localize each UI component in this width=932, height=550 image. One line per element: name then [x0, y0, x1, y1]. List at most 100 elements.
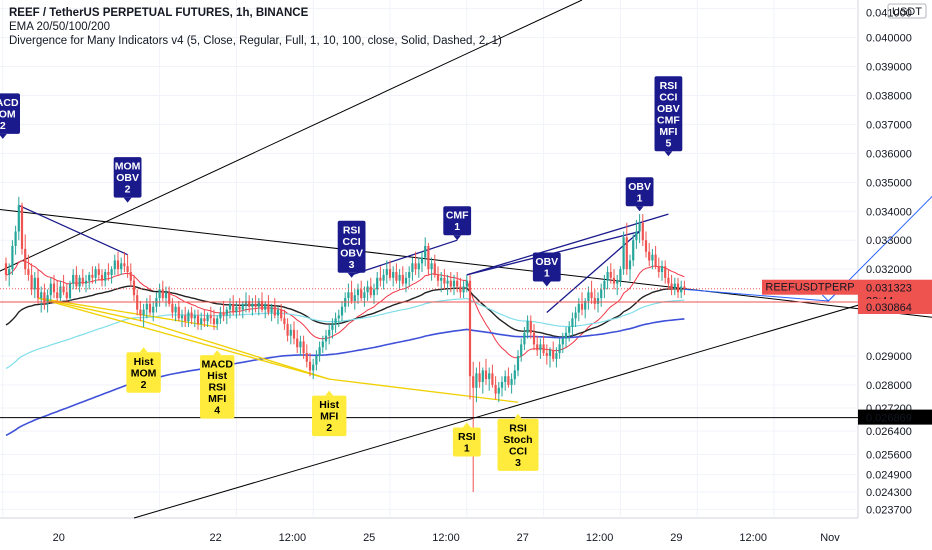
candle-body	[369, 286, 372, 296]
candle-body	[417, 263, 420, 270]
divergence-indicator-legend[interactable]: Divergence for Many Indicators v4 (5, Cl…	[9, 35, 502, 47]
bearish-divergence-label[interactable]: MACDMOM2	[0, 93, 20, 139]
candle-body	[382, 274, 385, 281]
candle-body	[331, 324, 334, 330]
trend-line[interactable]	[0, 0, 583, 298]
label-text: 3	[515, 457, 521, 469]
candle-body	[113, 260, 116, 270]
candle-body	[654, 254, 657, 267]
candle-body	[353, 295, 356, 301]
candle-body	[302, 341, 305, 354]
candle-body	[324, 335, 328, 342]
ema-indicator-legend[interactable]: EMA 20/50/100/200	[9, 21, 111, 33]
candle-body	[568, 327, 571, 333]
candle-body	[616, 280, 619, 284]
label-box	[443, 206, 472, 236]
candle-body	[52, 283, 56, 293]
candle-body	[612, 277, 616, 284]
candle-body	[539, 344, 542, 351]
candle-body	[625, 237, 628, 270]
label-text: CMF	[446, 210, 469, 222]
support-price-value: 0.026869	[866, 413, 912, 425]
candle-body	[494, 384, 497, 394]
candle-body	[283, 318, 286, 325]
label-pointer	[453, 235, 462, 241]
price-tick-label: 0.032000	[866, 264, 912, 276]
label-text: 1	[454, 221, 460, 233]
candle-body	[100, 274, 104, 281]
label-box	[312, 395, 347, 437]
time-tick-label: 12:00	[432, 532, 460, 544]
label-pointer	[635, 206, 644, 212]
label-text: CCI	[659, 91, 677, 103]
trend-line[interactable]	[133, 291, 903, 519]
candle-body	[446, 280, 449, 284]
candle-body	[660, 266, 664, 273]
candle-body	[552, 350, 555, 359]
candle-body	[17, 205, 20, 232]
candle-body	[129, 272, 132, 281]
level-price-marker	[858, 299, 932, 315]
candle-body	[318, 347, 321, 356]
label-box	[113, 157, 142, 198]
price-axis-background	[858, 0, 932, 550]
time-tick-label: Nov	[820, 532, 840, 544]
candle-body	[75, 274, 78, 287]
label-text: 1	[637, 192, 643, 204]
candle-body	[372, 289, 376, 296]
candle-body	[392, 272, 395, 278]
candle-body	[452, 280, 456, 287]
candle-body	[484, 370, 488, 380]
candle-body	[462, 286, 465, 293]
candle-body	[126, 266, 129, 273]
candle-body	[81, 277, 84, 284]
candle-body	[465, 280, 468, 287]
label-text: OBV	[116, 172, 139, 184]
time-tick-label: 22	[209, 532, 221, 544]
candle-body	[366, 286, 369, 293]
candle-body	[385, 269, 388, 275]
candle-body	[395, 272, 398, 281]
price-tick-label: 0.038000	[866, 90, 912, 102]
symbol-badge	[762, 279, 858, 295]
candle-body	[65, 292, 68, 299]
label-text: MFI	[659, 126, 677, 138]
candle-body	[664, 266, 667, 278]
candle-body	[4, 263, 8, 275]
candle-body	[449, 280, 452, 287]
candle-body	[401, 274, 404, 284]
label-text: CCI	[343, 236, 361, 248]
candle-body	[593, 298, 596, 304]
candle-body	[43, 292, 46, 304]
candle-body	[62, 286, 65, 293]
candle-body	[680, 286, 683, 293]
candle-body	[603, 280, 606, 290]
candle-body	[104, 272, 107, 281]
candle-body	[212, 318, 216, 325]
candle-body	[667, 277, 670, 284]
candle-body	[36, 277, 40, 299]
candle-body	[430, 263, 433, 270]
candle-body	[174, 306, 177, 313]
candle-body	[619, 269, 622, 281]
candle-body	[200, 318, 203, 325]
candle-body	[190, 312, 193, 319]
candle-body	[683, 286, 686, 290]
candle-body	[356, 289, 360, 296]
candle-body	[270, 306, 273, 313]
label-text: RSI	[660, 80, 678, 92]
candle-body	[523, 332, 526, 345]
label-text: MOM	[0, 108, 16, 120]
